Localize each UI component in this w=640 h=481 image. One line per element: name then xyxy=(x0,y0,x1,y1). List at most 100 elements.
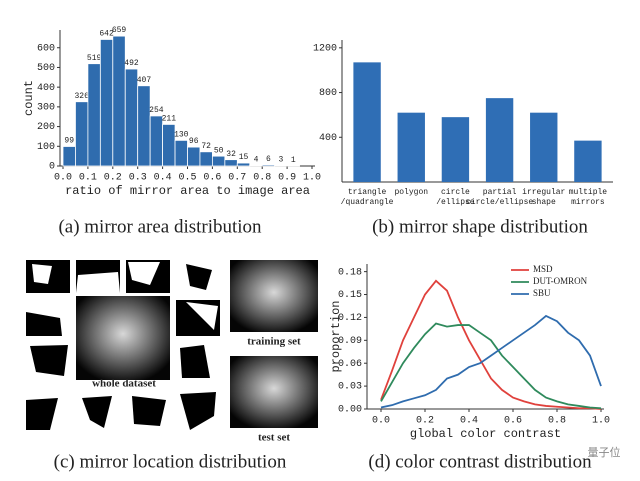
value-label: 96 xyxy=(189,137,199,146)
bar xyxy=(174,139,188,167)
bar xyxy=(261,164,276,167)
whole-label: whole dataset xyxy=(92,378,156,390)
bar xyxy=(112,35,126,167)
training-heatmap xyxy=(230,260,318,332)
y-tick-label: 1200 xyxy=(313,43,337,54)
y-tick-label: 400 xyxy=(37,83,55,94)
bar xyxy=(75,101,89,167)
value-label: 519 xyxy=(87,54,102,63)
x-tick-label: 0.4 xyxy=(154,173,172,184)
value-label: 72 xyxy=(201,142,211,151)
x-tick-label: 0.0 xyxy=(54,173,72,184)
x-tick-label: irregular shape xyxy=(522,188,565,207)
x-tick-label: 0.1 xyxy=(79,173,97,184)
value-label: 1 xyxy=(291,156,296,165)
x-tick-label: 0.3 xyxy=(129,173,147,184)
x-tick-label: 0.4 xyxy=(460,416,478,427)
y-tick-label: 0.15 xyxy=(338,290,362,301)
x-tick-label: partial circle/ellipse xyxy=(466,188,533,207)
value-label: 492 xyxy=(124,59,139,68)
value-label: 15 xyxy=(239,153,249,162)
y-tick-label: 300 xyxy=(37,103,55,114)
legend-label: SBU xyxy=(533,288,551,298)
y-tick-label: 500 xyxy=(37,63,55,74)
y-tick-label: 0.12 xyxy=(338,313,362,324)
series-line xyxy=(380,314,602,409)
value-label: 3 xyxy=(278,156,283,165)
x-tick-label: 0.8 xyxy=(548,416,566,427)
bar xyxy=(236,162,251,167)
x-tick-label: 0.2 xyxy=(416,416,434,427)
whole-heatmap xyxy=(76,296,170,380)
value-label: 326 xyxy=(74,92,89,101)
value-label: 642 xyxy=(99,30,114,39)
y-tick-label: 400 xyxy=(319,133,337,144)
y-tick-label: 100 xyxy=(37,142,55,153)
caption: (a) mirror area distribution xyxy=(58,216,262,237)
bar xyxy=(353,62,381,182)
bar xyxy=(530,112,558,182)
y-tick-label: 0.09 xyxy=(338,336,362,347)
value-label: 130 xyxy=(174,130,189,139)
mask-tiles xyxy=(26,260,220,430)
training-label: training set xyxy=(247,336,301,348)
x-tick-label: polygon xyxy=(394,188,428,197)
caption: (b) mirror shape distribution xyxy=(372,216,588,237)
x-tick-label: 0.5 xyxy=(178,173,196,184)
y-tick-label: 0.18 xyxy=(338,267,362,278)
x-tick-label: 0.0 xyxy=(372,416,390,427)
y-tick-label: 800 xyxy=(319,88,337,99)
x-axis-label: global color contrast xyxy=(410,427,561,441)
x-tick-label: 0.6 xyxy=(504,416,522,427)
bar xyxy=(99,39,114,167)
location-panel: whole dataset training set test set (c) … xyxy=(26,260,318,472)
watermark: 量子位 xyxy=(588,445,621,459)
caption: (d) color contrast distribution xyxy=(368,451,592,472)
x-tick-label: 1.0 xyxy=(303,173,321,184)
legend-label: MSD xyxy=(533,264,553,274)
x-tick-label: 1.0 xyxy=(592,416,610,427)
x-tick-label: circle/ellipse xyxy=(436,188,475,207)
x-tick-label: multiple mirrors xyxy=(569,188,608,207)
bar xyxy=(137,85,151,167)
value-label: 211 xyxy=(162,115,177,124)
bar xyxy=(211,155,226,167)
bar xyxy=(87,63,101,167)
value-label: 4 xyxy=(254,155,259,164)
value-label: 50 xyxy=(214,146,224,155)
x-tick-label: 0.2 xyxy=(104,173,122,184)
y-tick-label: 0.03 xyxy=(338,382,362,393)
value-label: 99 xyxy=(64,137,74,146)
caption: (c) mirror location distribution xyxy=(54,451,287,472)
y-tick-label: 0 xyxy=(49,162,55,173)
bar xyxy=(574,140,602,182)
value-label: 407 xyxy=(137,76,152,85)
series-line xyxy=(380,279,602,410)
bar xyxy=(224,159,238,167)
bar xyxy=(397,112,425,182)
value-label: 659 xyxy=(112,26,127,35)
x-tick-label: 0.7 xyxy=(228,173,246,184)
series-line xyxy=(380,322,602,410)
x-tick-label: 0.8 xyxy=(253,173,271,184)
test-heatmap xyxy=(230,356,318,428)
x-tick-label: triangle/quadrangle xyxy=(341,188,394,207)
x-axis-label: ratio of mirror area to image area xyxy=(65,184,310,198)
value-label: 6 xyxy=(266,155,271,164)
y-tick-label: 200 xyxy=(37,122,55,133)
legend-label: DUT-OMRON xyxy=(533,276,588,286)
value-label: 254 xyxy=(149,106,164,115)
bar xyxy=(249,164,263,167)
y-axis-label: count xyxy=(22,80,36,116)
bar xyxy=(441,117,470,182)
bar xyxy=(485,98,514,182)
y-tick-label: 600 xyxy=(37,43,55,54)
bar xyxy=(62,146,76,167)
y-axis-label: proportion xyxy=(329,300,343,372)
y-tick-label: 0.06 xyxy=(338,359,362,370)
bar xyxy=(274,165,288,167)
y-tick-label: 0.00 xyxy=(338,405,362,416)
x-tick-label: 0.9 xyxy=(278,173,296,184)
test-label: test set xyxy=(258,432,290,444)
